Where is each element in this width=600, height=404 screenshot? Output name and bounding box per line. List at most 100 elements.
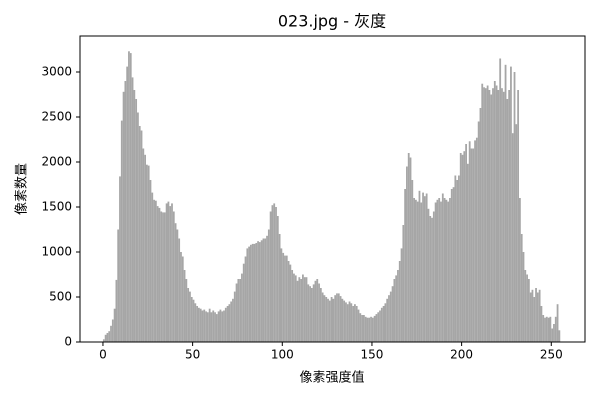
bar	[221, 311, 224, 342]
bar	[511, 133, 514, 342]
bar	[459, 153, 462, 342]
bar	[176, 229, 179, 342]
bar	[545, 316, 548, 342]
bar	[483, 87, 485, 342]
bar	[398, 261, 401, 342]
bar	[298, 277, 301, 342]
bar	[219, 309, 222, 342]
bar	[183, 270, 186, 342]
bar	[432, 211, 435, 342]
bar	[169, 206, 172, 342]
bar	[206, 312, 209, 342]
bar	[271, 205, 274, 342]
bar	[436, 199, 439, 342]
bar	[380, 307, 383, 342]
bar	[522, 252, 525, 342]
bar	[233, 291, 236, 342]
bar	[128, 51, 130, 343]
bar	[275, 207, 277, 342]
bar	[119, 176, 121, 342]
bar	[328, 300, 331, 342]
bar	[407, 153, 410, 342]
bar	[382, 306, 385, 342]
bar	[165, 203, 168, 342]
bar	[246, 248, 249, 342]
bar	[276, 216, 279, 342]
bar	[160, 211, 163, 342]
bar	[492, 88, 494, 342]
bar	[558, 330, 561, 342]
bar	[305, 277, 308, 342]
bar	[490, 94, 493, 342]
bar	[190, 297, 193, 342]
bar	[354, 304, 356, 342]
bar	[434, 202, 437, 342]
bar	[456, 180, 459, 342]
bar	[154, 200, 157, 342]
bar	[296, 280, 299, 342]
bar	[201, 310, 204, 342]
bar	[145, 164, 148, 342]
bar	[386, 298, 389, 342]
bar	[529, 292, 532, 342]
bar	[409, 157, 412, 342]
bar	[397, 270, 399, 342]
bar	[370, 316, 372, 342]
bar	[486, 85, 489, 342]
bar	[264, 238, 267, 342]
y-tick-label: 1000	[41, 245, 72, 259]
bar	[203, 309, 206, 342]
bar	[140, 130, 143, 342]
bar	[273, 203, 276, 342]
bar	[174, 223, 177, 342]
y-tick-label: 2500	[41, 110, 72, 124]
x-tick-label: 250	[540, 348, 563, 362]
bar	[126, 66, 129, 342]
bar	[501, 88, 503, 342]
bar	[359, 313, 362, 342]
bar	[117, 229, 120, 342]
bar	[337, 293, 340, 342]
bar	[224, 307, 227, 342]
bar	[309, 286, 311, 342]
bar	[515, 124, 518, 342]
bar	[375, 314, 378, 342]
bar	[302, 274, 304, 342]
bar	[239, 279, 242, 342]
bar	[438, 198, 441, 342]
bar	[379, 310, 381, 342]
bar	[138, 126, 141, 342]
bar	[348, 301, 351, 342]
bar	[318, 283, 320, 342]
bar	[262, 238, 265, 342]
bar	[362, 315, 365, 342]
bar	[291, 270, 294, 342]
bar	[153, 199, 155, 342]
plot-frame	[79, 35, 586, 343]
y-axis-label: 像素数量	[15, 163, 30, 215]
bar	[294, 275, 297, 342]
bar	[133, 90, 136, 342]
bar	[474, 140, 476, 342]
bar	[108, 331, 111, 342]
bar	[540, 306, 543, 342]
bar	[400, 248, 403, 342]
bar	[488, 90, 491, 342]
bar	[171, 203, 173, 342]
bar	[314, 280, 317, 342]
bar	[280, 248, 283, 342]
bar	[420, 202, 423, 342]
bar	[425, 193, 428, 342]
bar	[253, 243, 256, 342]
bar	[181, 256, 184, 342]
bar	[307, 284, 310, 342]
bar	[535, 288, 537, 342]
bar	[223, 310, 225, 342]
y-tick-label: 500	[49, 290, 72, 304]
bar	[284, 255, 286, 342]
bar	[366, 317, 369, 342]
bar	[355, 306, 358, 342]
bar	[115, 279, 118, 342]
bar	[341, 298, 344, 342]
bar	[205, 311, 207, 342]
